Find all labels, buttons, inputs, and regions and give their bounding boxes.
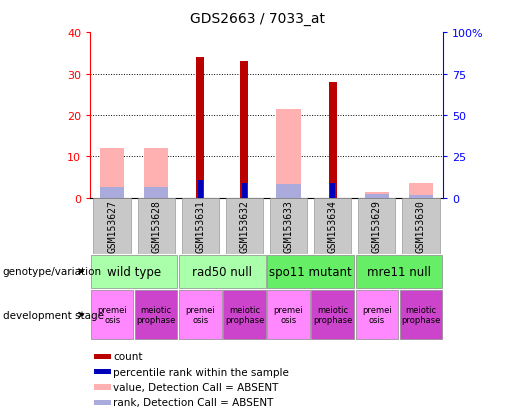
Text: meiotic
prophase: meiotic prophase — [313, 305, 352, 325]
Bar — [138, 198, 175, 254]
Bar — [226, 198, 263, 254]
Bar — [198, 181, 203, 198]
Text: wild type: wild type — [107, 265, 161, 278]
Bar — [179, 291, 221, 339]
Bar — [365, 195, 389, 198]
Bar — [314, 198, 351, 254]
Bar — [182, 198, 219, 254]
Bar — [329, 83, 337, 198]
Bar — [144, 149, 168, 198]
Bar — [270, 198, 307, 254]
Bar — [355, 255, 442, 288]
Text: premei
osis: premei osis — [97, 305, 127, 325]
Text: meiotic
prophase: meiotic prophase — [225, 305, 264, 325]
Text: rad50 null: rad50 null — [193, 265, 252, 278]
Bar — [241, 62, 248, 198]
Text: GSM153630: GSM153630 — [416, 199, 426, 252]
Text: count: count — [113, 351, 143, 361]
Bar — [179, 255, 266, 288]
Text: rank, Detection Call = ABSENT: rank, Detection Call = ABSENT — [113, 397, 274, 408]
Text: premei
osis: premei osis — [362, 305, 391, 325]
Text: GSM153627: GSM153627 — [107, 199, 117, 252]
Text: meiotic
prophase: meiotic prophase — [401, 305, 440, 325]
Bar — [277, 109, 301, 198]
Bar — [312, 291, 354, 339]
Bar — [196, 58, 204, 198]
Bar — [409, 196, 433, 198]
Bar — [94, 354, 111, 359]
Text: meiotic
prophase: meiotic prophase — [136, 305, 176, 325]
Bar — [100, 188, 124, 198]
Text: GSM153632: GSM153632 — [239, 199, 249, 252]
Bar — [93, 198, 131, 254]
Bar — [267, 291, 310, 339]
Bar — [355, 291, 398, 339]
Text: premei
osis: premei osis — [185, 305, 215, 325]
Bar — [224, 291, 266, 339]
Bar — [94, 369, 111, 374]
Bar — [94, 385, 111, 390]
Bar — [267, 255, 354, 288]
Bar — [91, 255, 178, 288]
Text: percentile rank within the sample: percentile rank within the sample — [113, 367, 289, 377]
Bar — [402, 198, 440, 254]
Text: spo11 mutant: spo11 mutant — [269, 265, 352, 278]
Bar — [277, 185, 301, 198]
Text: premei
osis: premei osis — [273, 305, 303, 325]
Text: GSM153629: GSM153629 — [372, 199, 382, 252]
Bar — [400, 291, 442, 339]
Bar — [135, 291, 178, 339]
Bar — [365, 192, 389, 198]
Bar — [242, 183, 247, 198]
Bar — [91, 291, 133, 339]
Bar — [100, 149, 124, 198]
Bar — [144, 188, 168, 198]
Text: GSM153634: GSM153634 — [328, 199, 338, 252]
Text: GSM153631: GSM153631 — [195, 199, 205, 252]
Text: mre11 null: mre11 null — [367, 265, 431, 278]
Text: genotype/variation: genotype/variation — [3, 266, 101, 277]
Bar — [330, 183, 335, 198]
Text: GSM153633: GSM153633 — [284, 199, 294, 252]
Text: GSM153628: GSM153628 — [151, 199, 161, 252]
Bar — [94, 400, 111, 405]
Text: development stage: development stage — [3, 310, 104, 320]
Bar — [358, 198, 396, 254]
Text: value, Detection Call = ABSENT: value, Detection Call = ABSENT — [113, 382, 279, 392]
Text: GDS2663 / 7033_at: GDS2663 / 7033_at — [190, 12, 325, 26]
Bar — [409, 184, 433, 198]
